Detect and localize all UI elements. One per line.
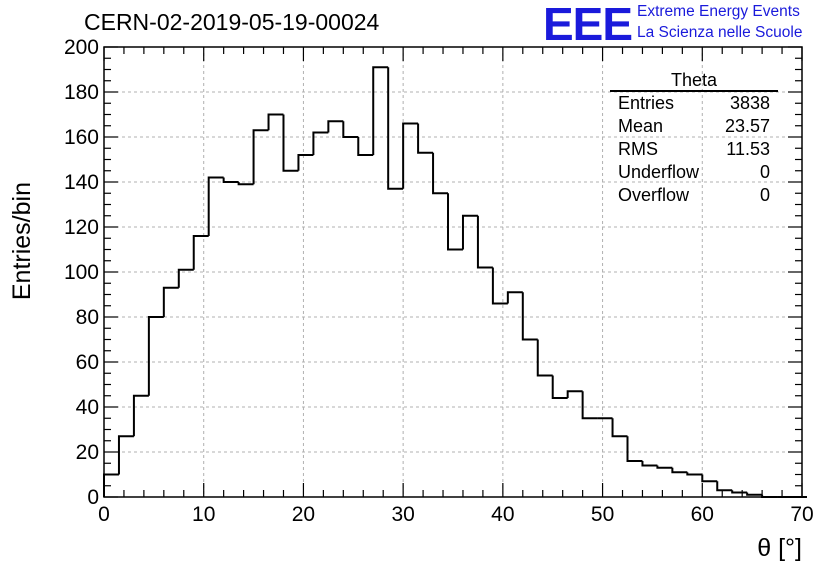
x-tick-label: 30 [391, 503, 414, 526]
stats-value: 23.57 [724, 116, 770, 136]
histogram-bin [327, 120, 344, 133]
stats-row-underflow: Underflow 0 [610, 161, 778, 184]
histogram-bin [551, 375, 568, 399]
histogram-bin [252, 129, 269, 185]
stats-label: RMS [618, 139, 658, 159]
histogram-bin [476, 215, 493, 269]
histogram-bin [611, 418, 628, 438]
histogram-bin [641, 461, 658, 467]
histogram-bin [237, 182, 254, 186]
y-tick-labels: 0 20 40 60 80 100 120 140 160 180 200 [64, 36, 99, 509]
histogram-bin [207, 176, 224, 236]
stats-row-mean: Mean 23.57 [610, 115, 778, 138]
x-tick-label: 40 [491, 503, 514, 526]
histogram-bin [417, 123, 434, 154]
histogram-bin [731, 490, 748, 494]
histogram-bin [342, 121, 359, 138]
y-tick-label: 60 [76, 351, 99, 374]
y-tick-label: 140 [64, 171, 99, 194]
histogram-bin [626, 436, 643, 462]
y-tick-label: 80 [76, 306, 99, 329]
histogram-bin [297, 154, 314, 171]
x-tick-label: 60 [691, 503, 714, 526]
histogram-bin [447, 193, 463, 251]
eee-logo: EEE [543, 0, 633, 50]
stats-label: Underflow [618, 162, 700, 182]
chart-title: CERN-02-2019-05-19-00024 [84, 9, 380, 35]
histogram-bin [671, 467, 688, 474]
stats-row-overflow: Overflow 0 [610, 184, 778, 207]
stats-label: Overflow [618, 185, 690, 205]
histogram-bin [192, 235, 209, 270]
brand-line-2: La Scienza nelle Scuole [637, 24, 803, 41]
y-tick-label: 120 [64, 216, 99, 239]
histogram-bin [312, 131, 329, 155]
histogram-bin [656, 465, 673, 469]
histogram-bin [581, 391, 598, 420]
histogram-bin [506, 291, 523, 304]
x-tick-label: 70 [790, 503, 813, 526]
y-tick-label: 180 [64, 81, 99, 104]
histogram-bin [402, 122, 419, 189]
y-tick-label: 20 [76, 441, 99, 464]
histogram-bin [536, 339, 553, 377]
histogram-bin [432, 152, 449, 195]
stats-title: Theta [610, 70, 778, 92]
histogram-bin [491, 267, 508, 305]
x-tick-labels: 0 10 20 30 40 50 60 70 [98, 503, 814, 526]
histogram-bin [746, 492, 763, 496]
histogram-bin [267, 113, 284, 131]
stats-row-rms: RMS 11.53 [610, 138, 778, 161]
stats-box: Theta Entries 3838 Mean 23.57 RMS 11.53 … [610, 70, 778, 207]
stats-value: 0 [759, 162, 770, 182]
stats-row-entries: Entries 3838 [610, 92, 778, 115]
grid-lines [104, 47, 802, 497]
stats-label: Mean [618, 116, 664, 136]
histogram-bin [162, 286, 179, 317]
stats-value: 0 [759, 185, 770, 205]
x-tick-label: 0 [98, 503, 110, 526]
y-tick-label: 160 [64, 126, 99, 149]
histogram-bin [357, 137, 374, 156]
histogram-bin [566, 390, 583, 398]
y-tick-label: 0 [87, 486, 99, 509]
histogram-bin [387, 67, 404, 190]
y-tick-label: 200 [64, 36, 99, 59]
y-tick-label: 100 [64, 261, 99, 284]
histogram-bin [521, 292, 538, 341]
histogram-bin [177, 268, 194, 288]
y-tick-label: 40 [76, 396, 99, 419]
axis-ticks [103, 46, 803, 498]
stats-label: Entries [618, 93, 675, 113]
x-tick-label: 50 [591, 503, 614, 526]
histogram-bin [117, 435, 134, 475]
histogram-bin [716, 481, 733, 492]
histogram-bin [461, 214, 478, 250]
histogram-bin [372, 66, 389, 155]
x-tick-label: 10 [192, 503, 215, 526]
histogram-bin [282, 114, 299, 172]
x-axis-label: θ [°] [757, 534, 802, 562]
histogram-bin [701, 474, 718, 483]
stats-value: 11.53 [726, 139, 770, 159]
histogram-bin [132, 394, 149, 437]
stats-value: 3838 [729, 93, 770, 113]
histogram-bin [686, 472, 703, 476]
histogram-bin [147, 316, 164, 396]
x-tick-label: 20 [292, 503, 315, 526]
y-axis-label: Entries/bin [8, 182, 36, 301]
brand-line-1: Extreme Energy Events [637, 3, 800, 20]
histogram-bin [222, 177, 239, 183]
